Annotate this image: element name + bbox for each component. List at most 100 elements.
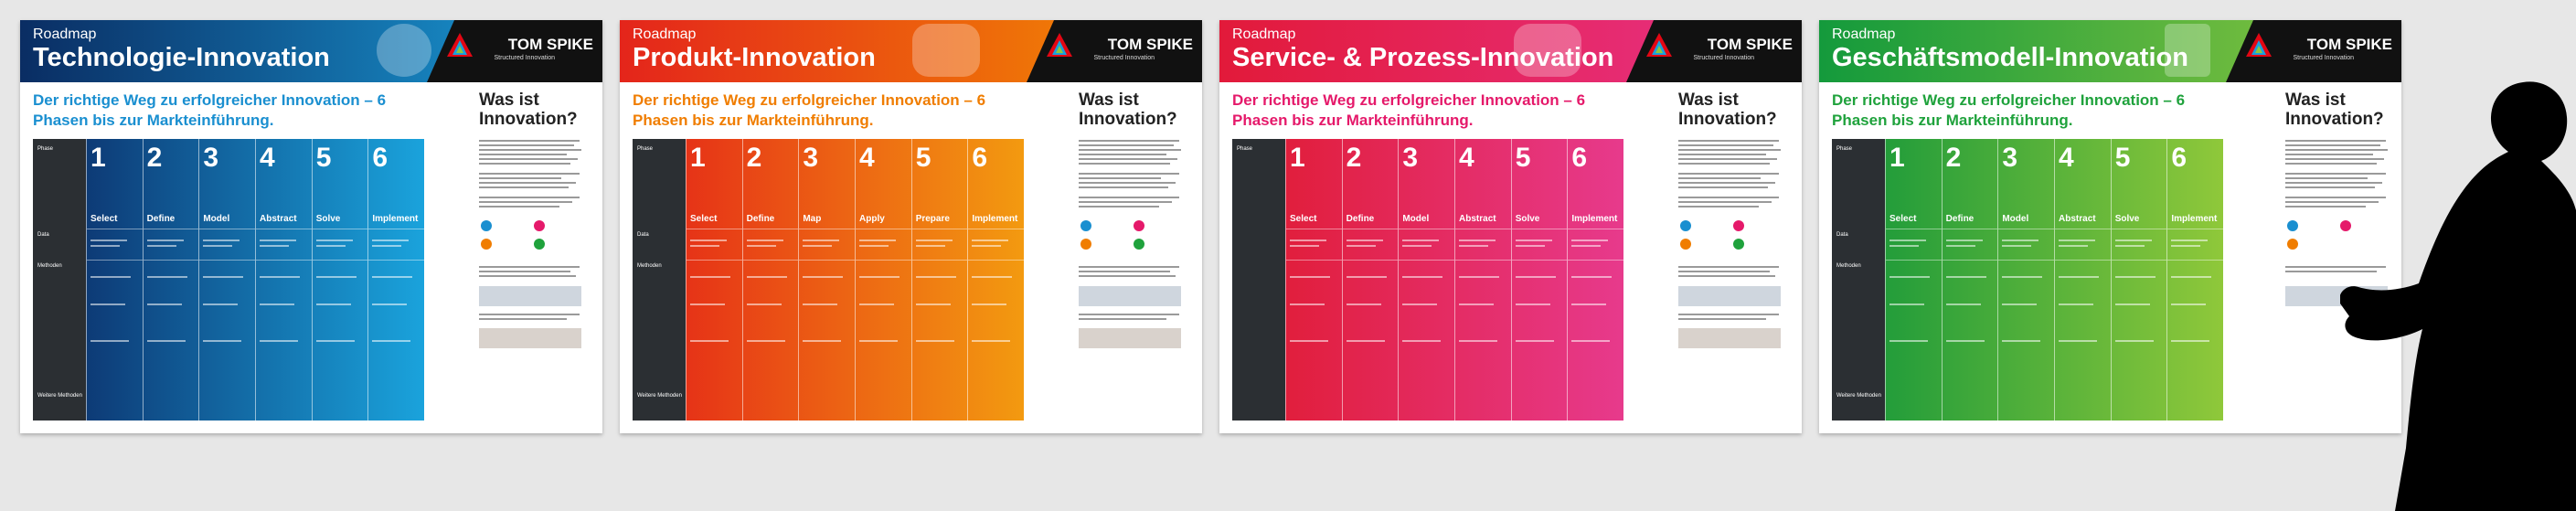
phase-column: 4 Abstract (255, 139, 312, 421)
phase-name: Define (1945, 214, 1975, 224)
phase-number: 2 (1945, 143, 1962, 173)
gear-icon (1680, 220, 1691, 231)
phase-column: 3 Model (1398, 139, 1455, 421)
poster-title: Technologie-Innovation (33, 43, 330, 72)
poster-header: Roadmap Geschäftsmodell-Innovation TOM S… (1819, 20, 2401, 82)
side-text-block (1079, 129, 1192, 403)
phase-column: 2 Define (142, 139, 199, 421)
phase-number: 5 (1515, 143, 1531, 173)
phase-name: Solve (315, 214, 341, 224)
brand-logo-area: TOM SPIKE Structured Innovation (1027, 20, 1202, 82)
phase-number: 2 (146, 143, 163, 173)
phase-number: 1 (90, 143, 106, 173)
phase-column: 6 Implement (367, 139, 425, 421)
phase-name: Implement (2171, 214, 2218, 224)
phase-column: 5 Solve (311, 139, 368, 421)
phase-column: 5 Solve (2110, 139, 2167, 421)
gear-icon (1080, 220, 1091, 231)
row-label-data: Data (37, 232, 49, 238)
phase-number: 6 (2171, 143, 2187, 173)
row-label-methods: Methoden (37, 263, 62, 269)
row-label-column: Phase Data Methoden Weitere Methoden (33, 139, 86, 421)
poster-title: Service- & Prozess-Innovation (1232, 43, 1614, 72)
poster-service-prozess: Roadmap Service- & Prozess-Innovation TO… (1219, 20, 1802, 433)
phase-name: Select (690, 214, 718, 224)
phase-column: 4 Apply (855, 139, 911, 421)
brand-name: TOM SPIKE (2306, 36, 2392, 53)
row-label-column: Phase Data Methoden Weitere Methoden (633, 139, 686, 421)
poster-produkt: Roadmap Produkt-Innovation TOM SPIKE Str… (620, 20, 1202, 433)
phase-number: 3 (2002, 143, 2018, 173)
phase-column: 6 Implement (967, 139, 1025, 421)
poster-title: Produkt-Innovation (633, 43, 876, 72)
row-label-phase: Phase (1237, 146, 1253, 152)
gear-icon (481, 220, 492, 231)
phase-number: 3 (203, 143, 219, 173)
side-column: Was ist Innovation? (479, 90, 592, 403)
photo-image (479, 286, 581, 306)
row-label-column: Phase (1232, 139, 1285, 421)
phase-number: 1 (1290, 143, 1305, 173)
gear-icon (2287, 220, 2298, 231)
brand-logo-area: TOM SPIKE Structured Innovation (2226, 20, 2401, 82)
photo-image (1079, 286, 1181, 306)
phase-number: 6 (972, 143, 988, 173)
phase-column: 1 Select (86, 139, 143, 421)
phase-number: 5 (315, 143, 332, 173)
photo-image (1678, 286, 1781, 306)
phase-column: 1 Select (686, 139, 742, 421)
phase-number: 5 (915, 143, 931, 173)
tom-spike-logo-icon (1047, 33, 1072, 57)
poster-kicker: Roadmap (1232, 27, 1296, 42)
briefcase-icon (1134, 220, 1144, 231)
phase-name: Select (1290, 214, 1317, 224)
brand-tagline: Structured Innovation (2293, 55, 2354, 61)
roadmap-table: Phase Data Methoden Weitere Methoden 1 Se… (633, 139, 1025, 421)
row-label-phase: Phase (37, 146, 54, 152)
phase-number: 1 (1889, 143, 1905, 173)
brand-tagline: Structured Innovation (494, 55, 555, 61)
phase-column: 2 Define (1941, 139, 1998, 421)
phase-name: Define (746, 214, 775, 224)
side-text-block (479, 129, 592, 403)
side-title: Was ist Innovation? (2285, 90, 2384, 129)
phase-number: 6 (372, 143, 389, 173)
photo-image (1678, 328, 1781, 348)
phase-name: Abstract (2059, 214, 2096, 224)
poster-title: Geschäftsmodell-Innovation (1832, 43, 2188, 72)
gear-icon (377, 24, 431, 77)
poster-kicker: Roadmap (633, 27, 697, 42)
phase-number: 6 (1571, 143, 1588, 173)
phase-column: 1 Select (1885, 139, 1942, 421)
phase-number: 4 (859, 143, 875, 173)
phase-name: Define (146, 214, 176, 224)
car-icon (912, 24, 980, 77)
phase-column: 1 Select (1285, 139, 1342, 421)
phase-name: Model (1402, 214, 1430, 224)
poster-subline: Der richtige Weg zu erfolgreicher Innova… (1832, 91, 2186, 129)
phase-name: Select (90, 214, 118, 224)
briefcase-icon (1733, 220, 1744, 231)
chart-icon (2165, 24, 2210, 77)
phase-column: 5 Solve (1510, 139, 1568, 421)
brand-name: TOM SPIKE (1107, 36, 1193, 53)
phase-column: 3 Map (798, 139, 856, 421)
row-label-phase: Phase (1836, 146, 1853, 152)
phase-column: 3 Model (198, 139, 256, 421)
row-label-methods: Methoden (1836, 263, 1861, 269)
row-label-methods: Methoden (637, 263, 662, 269)
brand-logo-area: TOM SPIKE Structured Innovation (1626, 20, 1802, 82)
row-label-phase: Phase (637, 146, 654, 152)
phase-number: 1 (690, 143, 706, 173)
side-title: Was ist Innovation? (1079, 90, 1177, 129)
roadmap-table: Phase 1 Select 2 Define 3 Model 4 Abstract 5… (1232, 139, 1624, 421)
briefcase-icon (2340, 220, 2351, 231)
poster-technologie: Roadmap Technologie-Innovation TOM SPIKE… (20, 20, 602, 433)
side-title: Was ist Innovation? (1678, 90, 1777, 129)
presenter-silhouette (2340, 81, 2576, 511)
phase-name: Implement (1571, 214, 1618, 224)
phase-number: 5 (2114, 143, 2131, 173)
phase-name: Model (203, 214, 230, 224)
brand-logo-area: TOM SPIKE Structured Innovation (427, 20, 602, 82)
photo-image (479, 328, 581, 348)
